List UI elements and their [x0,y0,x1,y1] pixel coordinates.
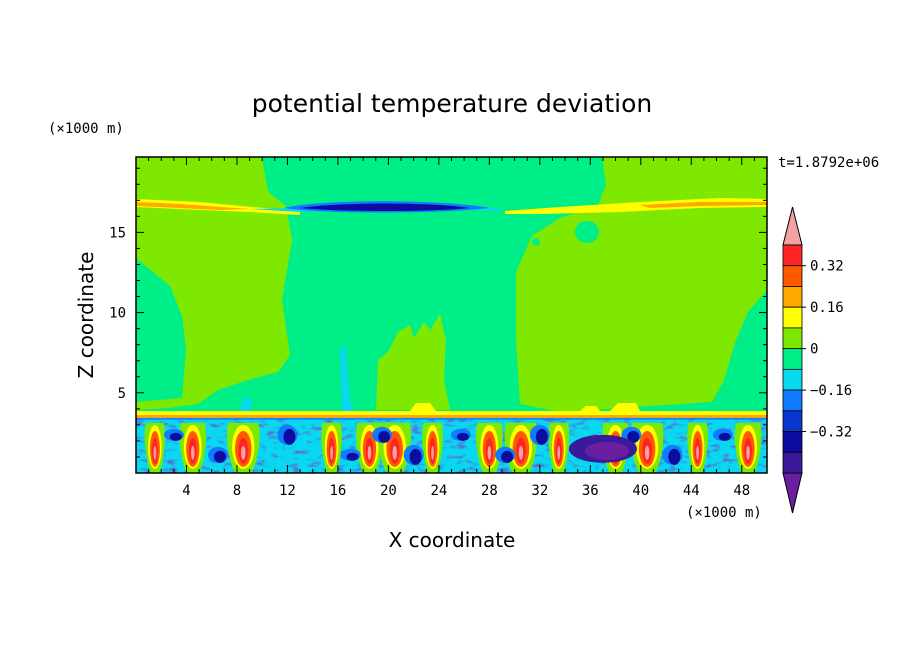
x-tick-label: 24 [430,483,447,499]
x-tick-label: 16 [329,483,346,499]
x-axis: 4 8 12 16 20 24 28 32 36 40 44 48 [148,157,755,499]
contour-region-right [516,157,767,412]
colorbar-swatch [782,306,803,329]
x-tick-label: 40 [632,483,649,499]
negative-pocket-core [283,428,296,445]
colorbar-swatch [782,244,803,267]
y-axis: 5 10 15 [109,167,767,458]
colorbar-min-arrow [782,472,803,514]
plume-peak [557,445,561,460]
x-tick-label: 12 [279,483,296,499]
contour-blob-upper-right-small [532,238,540,246]
x-tick-label: 36 [582,483,599,499]
y-tick-label: 15 [109,225,126,241]
x-tick-label: 4 [182,483,190,499]
colorbar-tick-label: 0.16 [810,300,844,316]
plume-peak [367,445,372,460]
y-axis-label: Z coordinate [74,252,98,379]
negative-pocket-core [501,450,514,463]
colorbar-swatch [782,368,803,391]
chart-title: potential temperature deviation [252,89,652,118]
contour-cyan-streak-2 [240,396,252,412]
contour-cyan-streak [340,345,354,412]
colorbar-swatch [782,451,803,474]
contour-upper-band-core-right [640,202,767,208]
negative-pocket-core [456,432,469,441]
x-axis-label: X coordinate [389,528,516,552]
bl-top-line [136,417,767,420]
negative-pocket-core [627,430,640,443]
x-tick-label: 48 [733,483,750,499]
negative-pocket-core [169,432,182,441]
negative-pocket-core [668,448,681,465]
x-tick-label: 32 [531,483,548,499]
contour-region-center [376,314,450,410]
negative-pocket-core [378,430,391,443]
colorbar-tick-label: −0.32 [810,425,852,441]
negative-minimum-core [584,441,629,460]
x-tick-label: 28 [481,483,498,499]
colorbar-swatch [782,348,803,370]
negative-pocket-core [214,450,227,463]
plume-peak [487,445,492,460]
y-tick-label: 10 [109,306,126,322]
colorbar-swatch [782,265,803,287]
colorbar-swatch [782,431,803,453]
plume-peak [392,445,397,460]
colorbar-tick-label: 0 [810,342,818,358]
negative-pocket-core [718,432,731,441]
x-tick-label: 20 [380,483,397,499]
plume-peak [644,445,650,460]
plume-peak [518,445,524,460]
contour-bl-top-yellow [136,411,767,418]
plume-peak [190,445,195,460]
colorbar-swatch [782,410,803,432]
colorbar-swatch [782,389,803,412]
contour-upper-band-core [136,202,250,210]
colorbar-swatch [782,327,803,350]
colorbar-tick-label: 0.32 [810,259,844,275]
colorbar: 0.32 0.16 0 −0.16 −0.32 [782,206,852,514]
plume-peak [696,445,699,460]
contour-bl-top-orange [136,415,767,418]
negative-pocket-core [346,452,359,461]
negative-pocket-core [535,428,548,445]
contour-blob-upper-right [575,221,599,243]
y-tick-label: 5 [118,386,126,402]
colorbar-max-arrow [782,206,803,246]
negative-pocket-core [409,448,422,465]
plume-peak [153,445,157,460]
contour-bl-top-bumps [410,403,640,411]
plume-peak [746,445,750,460]
colorbar-tick-label: −0.16 [810,383,852,399]
y-unit-label: (×1000 m) [48,121,124,137]
contour-region-left-inner [136,258,186,402]
x-unit-label: (×1000 m) [686,505,762,521]
contour-field [136,157,767,473]
x-tick-label: 8 [233,483,241,499]
time-label: t=1.8792e+06 [778,155,879,171]
plume-peak [431,445,434,460]
contour-negative-lens-core [300,203,470,211]
plume-peak [330,445,333,460]
plume-peak [241,445,246,460]
x-tick-label: 44 [683,483,700,499]
colorbar-swatch [782,286,803,308]
contour-boundary-layer [136,417,767,473]
